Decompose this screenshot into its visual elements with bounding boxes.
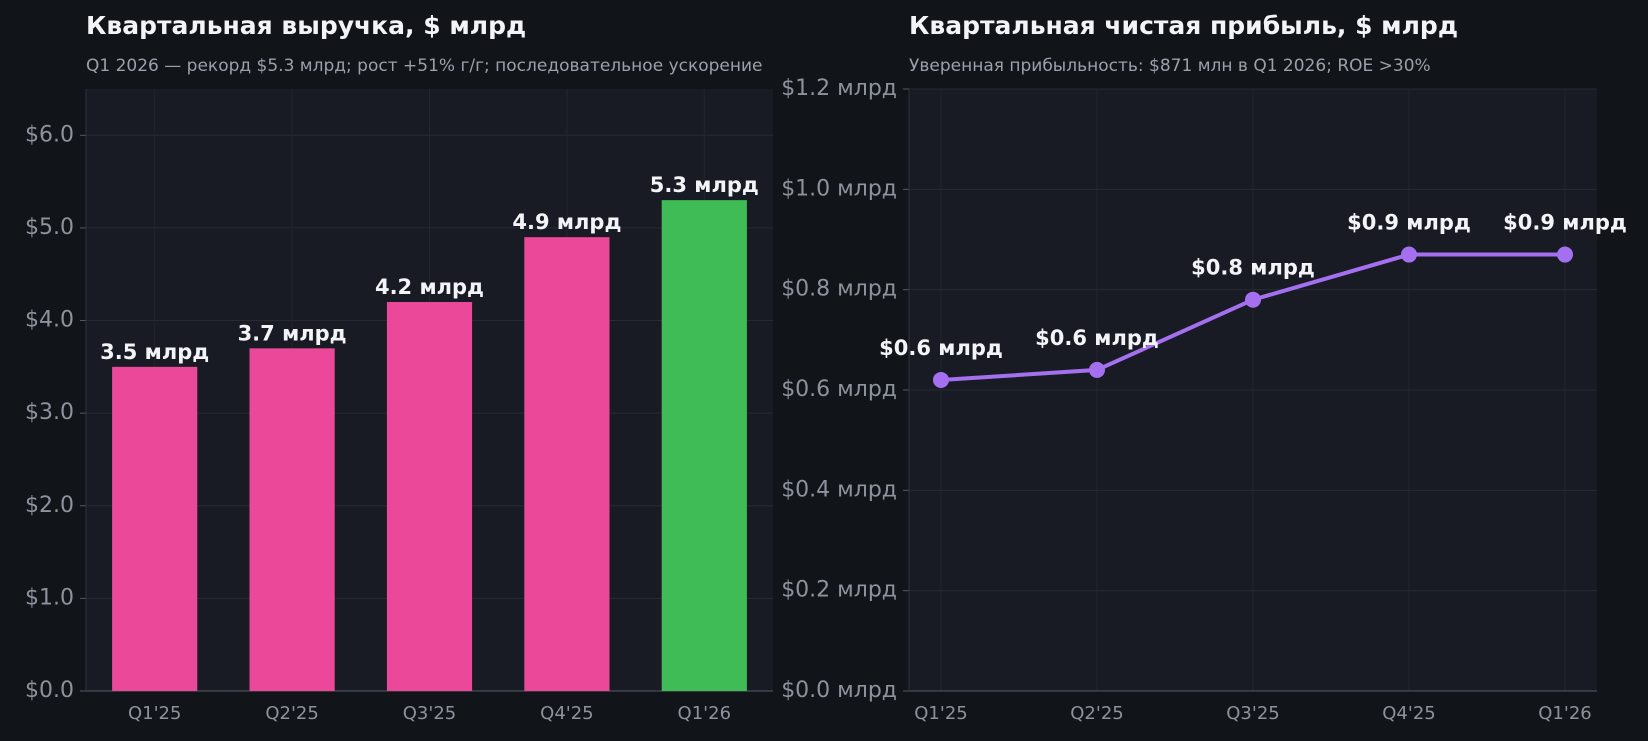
bar: [386, 302, 473, 691]
value-label: $0.6 млрд: [879, 336, 1003, 360]
y-tick-label: $2.0: [25, 493, 74, 518]
value-label: 4.2 млрд: [375, 275, 484, 299]
chart-subtitle: Q1 2026 — рекорд $5.3 млрд; рост +51% г/…: [86, 56, 763, 76]
x-tick-label: Q4'25: [1382, 703, 1435, 724]
chart-title: Квартальная выручка, $ млрд: [86, 11, 526, 40]
y-tick-label: $0.0: [25, 678, 74, 703]
value-label: 5.3 млрд: [650, 173, 759, 197]
x-tick-label: Q2'25: [1070, 703, 1123, 724]
y-tick-label: $1.0: [25, 585, 74, 610]
bar: [112, 366, 198, 691]
x-tick-label: Q1'25: [914, 703, 967, 724]
point: [1245, 291, 1261, 308]
value-label: 3.5 млрд: [100, 340, 209, 364]
value-label: $0.9 млрд: [1503, 211, 1627, 235]
y-tick-label: $3.0: [25, 400, 74, 425]
value-label: $0.8 млрд: [1191, 256, 1315, 280]
bar: [249, 348, 335, 691]
x-tick-label: Q4'25: [540, 703, 593, 724]
chart-title: Квартальная чистая прибыль, $ млрд: [909, 11, 1458, 40]
y-tick-label: $0.4 млрд: [781, 477, 897, 502]
point: [1401, 246, 1417, 263]
value-label: $0.6 млрд: [1035, 326, 1159, 350]
y-tick-label: $0.2 млрд: [781, 578, 897, 603]
bar: [524, 237, 610, 691]
x-tick-label: Q1'25: [128, 703, 181, 724]
x-tick-label: Q1'26: [678, 703, 731, 724]
y-tick-label: $5.0: [25, 215, 74, 240]
y-tick-label: $0.0 млрд: [781, 678, 897, 703]
value-label: 3.7 млрд: [238, 321, 347, 345]
point: [1557, 246, 1573, 263]
y-tick-label: $0.8 млрд: [781, 277, 897, 302]
value-label: 4.9 млрд: [512, 210, 621, 234]
y-tick-label: $4.0: [25, 308, 74, 333]
bar: [661, 200, 747, 691]
y-tick-label: $1.0 млрд: [781, 176, 897, 201]
x-tick-label: Q1'26: [1538, 703, 1591, 724]
x-tick-label: Q3'25: [403, 703, 456, 724]
value-label: $0.9 млрд: [1347, 211, 1471, 235]
y-tick-label: $0.6 млрд: [781, 377, 897, 402]
chart-subtitle: Уверенная прибыльность: $871 млн в Q1 20…: [909, 56, 1431, 76]
y-tick-label: $6.0: [25, 122, 74, 147]
y-tick-label: $1.2 млрд: [781, 76, 897, 101]
point: [933, 371, 949, 388]
x-tick-label: Q3'25: [1226, 703, 1279, 724]
x-tick-label: Q2'25: [265, 703, 318, 724]
point: [1089, 361, 1105, 378]
